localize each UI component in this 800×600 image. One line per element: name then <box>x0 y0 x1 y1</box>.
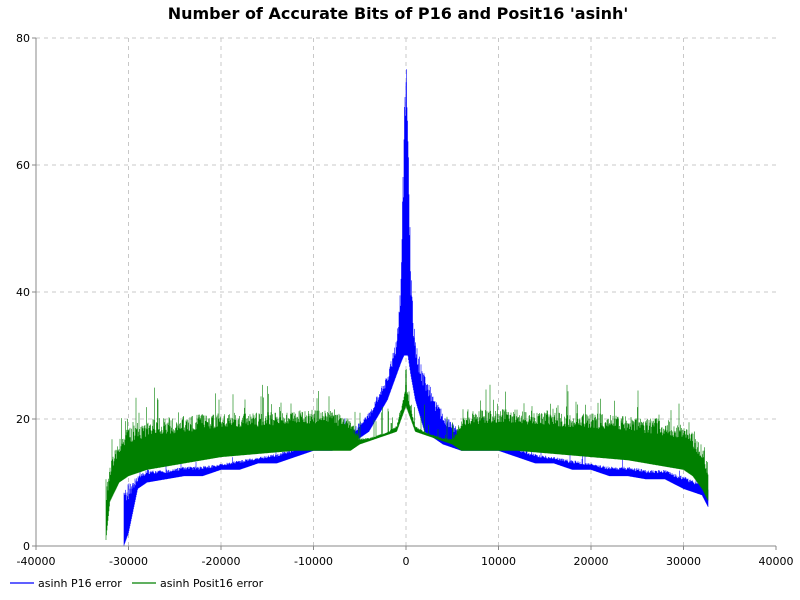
x-tick-label: -20000 <box>202 555 241 568</box>
y-tick-label: 60 <box>16 159 30 172</box>
axes <box>32 37 777 550</box>
legend-label: asinh P16 error <box>38 577 122 590</box>
y-tick-label: 40 <box>16 286 30 299</box>
x-tick-label: 30000 <box>666 555 701 568</box>
series-posit16-line <box>105 369 709 540</box>
x-tick-label: 20000 <box>574 555 609 568</box>
y-tick-label: 80 <box>16 32 30 45</box>
series-p16-line <box>123 69 709 546</box>
x-tick-label: 40000 <box>759 555 794 568</box>
x-tick-label: -30000 <box>109 555 148 568</box>
plot-area <box>105 69 709 546</box>
x-tick-label: -10000 <box>294 555 333 568</box>
y-tick-label: 20 <box>16 413 30 426</box>
chart-title: Number of Accurate Bits of P16 and Posit… <box>168 4 629 23</box>
legend-label: asinh Posit16 error <box>160 577 264 590</box>
y-tick-label: 0 <box>23 540 30 553</box>
x-tick-label: 0 <box>403 555 410 568</box>
x-tick-label: -40000 <box>17 555 56 568</box>
legend: asinh P16 error asinh Posit16 error <box>10 577 264 590</box>
tick-labels: -40000 -30000 -20000 -10000 0 10000 20000 30000… <box>16 32 794 568</box>
x-tick-label: 10000 <box>481 555 516 568</box>
